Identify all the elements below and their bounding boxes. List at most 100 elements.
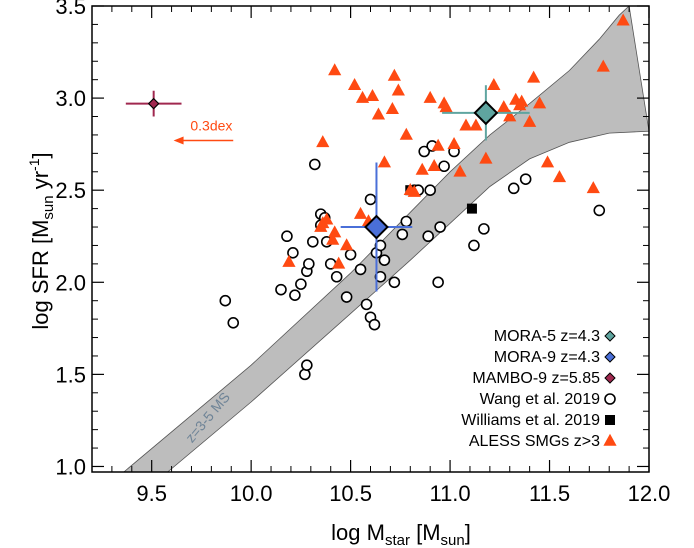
wang-point	[299, 368, 311, 381]
aless-point	[487, 78, 501, 91]
y-axis-title-end: ]	[28, 152, 53, 158]
mambo-9-point	[147, 97, 160, 110]
wang-point	[388, 276, 401, 289]
aless-point	[453, 164, 467, 177]
x-axis-title-unit-sub: sun	[441, 532, 465, 548]
legend-marker	[604, 393, 616, 405]
aless-point	[340, 238, 354, 251]
wang-point	[378, 254, 391, 266]
wang-point	[396, 228, 409, 241]
wang-point	[432, 276, 444, 289]
aless-point	[427, 159, 441, 172]
y-axis-title-sub: sun	[40, 195, 57, 219]
legend-marker	[603, 433, 617, 446]
aless-point	[332, 256, 346, 269]
legend: MORA-5 z=4.3 MORA-9 z=4.3 MAMBO-9 z=5.85 Wa…	[461, 328, 617, 450]
aless-point	[439, 100, 453, 113]
y-axis-title-sup: -1	[26, 158, 42, 171]
wang-point	[308, 158, 321, 171]
aless-point	[328, 63, 342, 76]
aless-point	[377, 155, 392, 168]
x-tick-label: 10.0	[230, 481, 273, 506]
legend-label: MAMBO-9 z=5.85	[472, 370, 600, 387]
aless-point	[523, 114, 537, 127]
legend-marker	[605, 415, 615, 425]
wang-point	[330, 270, 343, 283]
aless-point	[503, 109, 517, 122]
wang-point	[593, 204, 606, 217]
aless-point	[596, 59, 610, 72]
wang-point	[354, 263, 367, 276]
wang-point	[368, 318, 381, 331]
wang-point	[434, 221, 446, 233]
aless-point	[616, 13, 630, 26]
wang-series	[219, 140, 606, 381]
aless-point	[586, 181, 600, 194]
wang-point	[275, 283, 287, 296]
y-axis-title: log SFR [Msun yr-1]	[26, 152, 57, 329]
aless-series	[282, 13, 630, 269]
wang-point	[281, 230, 293, 243]
williams-point	[466, 203, 477, 214]
aless-point	[415, 162, 429, 175]
legend-label: Wang et al. 2019	[480, 391, 600, 408]
legend-marker	[604, 351, 616, 363]
x-tick-label: 10.5	[329, 481, 372, 506]
y-tick-label: 3.0	[55, 86, 86, 111]
wang-point	[289, 289, 301, 301]
y-tick-label: 1.0	[55, 454, 86, 479]
aless-point	[447, 136, 461, 149]
y-axis-title-main: log SFR [M	[28, 220, 53, 330]
aless-point	[479, 151, 493, 164]
legend-marker	[604, 372, 616, 384]
arrow-label: 0.3dex	[190, 118, 232, 134]
x-axis-title: log Mstar [Msun]	[331, 520, 471, 548]
y-tick-label: 1.5	[55, 362, 86, 387]
aless-point	[431, 138, 445, 151]
wang-point	[360, 298, 373, 311]
axis-ticks: 9.5 10.0 10.5 11.0 11.5 12.0 1.0 1.5 2.0 2.5 3.0 3.…	[55, 0, 670, 506]
legend-label: MORA-9 z=4.3	[494, 349, 600, 366]
wang-point	[422, 230, 434, 243]
aless-point	[540, 155, 555, 168]
aless-point	[497, 100, 511, 113]
x-axis-title-sub: star	[385, 532, 410, 548]
y-tick-label: 3.5	[55, 0, 86, 19]
wang-point	[438, 160, 450, 173]
legend-label: ALESS SMGs z>3	[469, 433, 600, 450]
x-tick-label: 12.0	[628, 481, 671, 506]
aless-point	[371, 107, 386, 120]
wang-point	[301, 359, 313, 371]
aless-point	[552, 170, 567, 183]
wang-point	[295, 278, 307, 290]
aless-point	[527, 70, 541, 83]
wang-point	[424, 184, 436, 196]
legend-label: MORA-5 z=4.3	[494, 328, 600, 345]
wang-point	[478, 223, 490, 235]
aless-point	[355, 90, 370, 103]
mora-9-point	[364, 214, 389, 240]
legend-marker	[604, 330, 616, 342]
aless-point	[399, 127, 413, 140]
aless-point	[328, 225, 342, 238]
aless-point	[532, 96, 547, 109]
y-tick-label: 2.5	[55, 178, 86, 203]
wang-point	[507, 182, 520, 195]
aless-point	[316, 216, 330, 229]
wang-point	[307, 235, 319, 248]
wang-point	[227, 317, 240, 329]
aless-point	[391, 83, 405, 96]
aless-point	[353, 206, 368, 219]
mora-5-point	[473, 100, 499, 126]
aless-point	[469, 118, 483, 131]
x-tick-label: 11.0	[429, 481, 470, 506]
wang-point	[374, 239, 387, 252]
aless-point	[282, 254, 296, 267]
aless-point	[365, 89, 380, 102]
wang-point	[340, 291, 353, 303]
legend-label: Williams et al. 2019	[461, 412, 600, 429]
aless-point	[423, 90, 437, 103]
aless-point	[326, 232, 340, 245]
wang-point	[344, 248, 357, 261]
